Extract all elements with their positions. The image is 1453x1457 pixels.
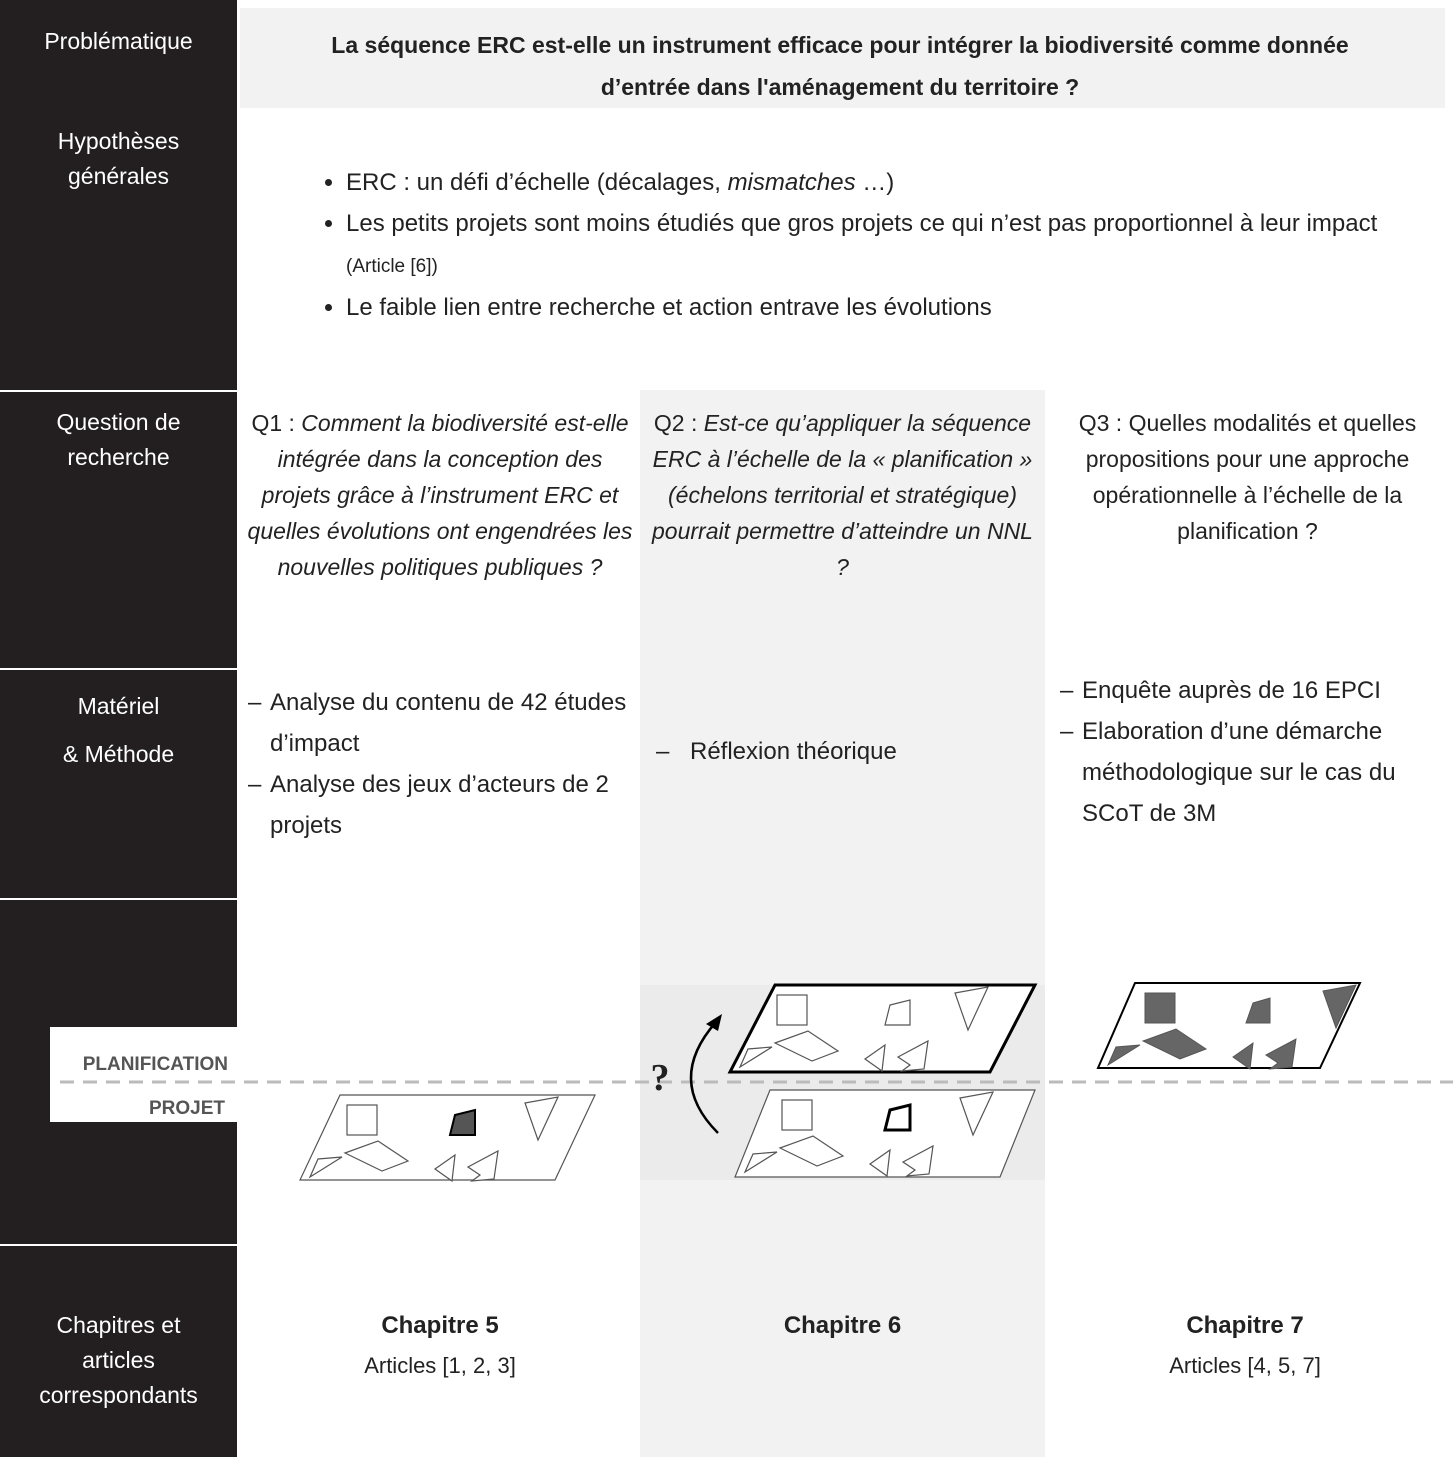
territory-plane [1096, 982, 1362, 1070]
text: …) [855, 169, 895, 196]
label-line: Question de [56, 409, 181, 435]
chapter-title: Chapitre 5 [381, 1312, 499, 1339]
text: Est-ce qu’appliquer la séquence ERC à l’… [652, 410, 1033, 580]
chapter: Chapitre 5 Articles [1, 2, 3] [240, 1306, 640, 1386]
method: Elaboration d’une démarche méthodologiqu… [1056, 711, 1436, 834]
label-line: Matériel [77, 693, 160, 719]
method: Enquête auprès de 16 EPCI [1056, 670, 1436, 711]
middle-column-band [640, 390, 1045, 1457]
hypothesis: ERC : un défi d’échelle (décalages, mism… [346, 162, 1430, 203]
text: (Article [6]) [346, 256, 438, 277]
separator [0, 390, 237, 392]
row-label: Matériel & Méthode [0, 682, 237, 778]
method: Réflexion théorique [652, 731, 1032, 772]
arrow-head [706, 1014, 722, 1031]
row-label: Hypothèses générales [0, 124, 237, 194]
text: Comment la biodiversité est-elle intégré… [247, 410, 633, 580]
question: Q2 : Est-ce qu’appliquer la séquence ERC… [645, 405, 1040, 585]
label-line: générales [67, 163, 170, 189]
hypotheses-list: ERC : un défi d’échelle (décalages, mism… [300, 162, 1430, 328]
label-line: articles [82, 1347, 155, 1373]
chapter-title: Chapitre 6 [783, 1312, 902, 1339]
row-label: Problématique [44, 28, 193, 54]
question: Q3 : Quelles modalités et quelles propos… [1078, 410, 1417, 544]
method-list: Enquête auprès de 16 EPCI Elaboration d’… [1056, 670, 1436, 834]
hypothesis: Les petits projets sont moins étudiés qu… [346, 203, 1430, 287]
scale-label: PROJET [149, 1098, 225, 1119]
method: Analyse des jeux d’acteurs de 2 projets [244, 764, 636, 846]
hypothesis: Le faible lien entre recherche et action… [346, 287, 1430, 328]
row-header-column [0, 0, 237, 1457]
row-label: Question de recherche [0, 405, 237, 475]
scale-arrow [689, 1021, 719, 1134]
method-list: Analyse du contenu de 42 études d’impact… [244, 682, 636, 846]
chapter-articles: Articles [4, 5, 7] [1169, 1353, 1321, 1378]
label-line: correspondants [39, 1382, 198, 1408]
text: Le faible lien entre recherche et action… [346, 294, 992, 321]
text: Les petits projets sont moins étudiés qu… [346, 210, 1378, 237]
label-line: Chapitres et [56, 1312, 181, 1338]
label-line: & Méthode [62, 741, 175, 767]
problem-band [240, 8, 1445, 108]
problem-statement: La séquence ERC est-elle un instrument e… [331, 32, 1349, 100]
question-mark: ? [651, 1057, 670, 1099]
scale-label: PLANIFICATION [83, 1054, 228, 1075]
territory-plane [299, 1094, 596, 1182]
separator [0, 668, 237, 670]
text: mismatches [727, 169, 856, 196]
label-line: recherche [67, 444, 170, 470]
label-notch [50, 1027, 237, 1122]
chapter-articles: Articles [1, 2, 3] [364, 1353, 516, 1378]
chapter: Chapitre 7 Articles [4, 5, 7] [1045, 1306, 1445, 1386]
text: ERC : un défi d’échelle (décalages, [346, 169, 728, 196]
chapter-title: Chapitre 7 [1186, 1312, 1304, 1339]
row-label: Chapitres et articles correspondants [0, 1308, 237, 1413]
chapter: Chapitre 6 [640, 1306, 1045, 1346]
territory-plane [734, 1089, 1036, 1178]
method-list: Réflexion théorique [652, 731, 1032, 772]
question: Q1 : Comment la biodiversité est-elle in… [240, 405, 640, 585]
separator [0, 1244, 237, 1246]
separator [0, 898, 237, 900]
text: Q1 : [251, 410, 302, 436]
territory-plane [727, 983, 1038, 1074]
text: Q2 : [653, 410, 704, 436]
method: Analyse du contenu de 42 études d’impact [244, 682, 636, 764]
label-line: Hypothèses [57, 128, 180, 154]
